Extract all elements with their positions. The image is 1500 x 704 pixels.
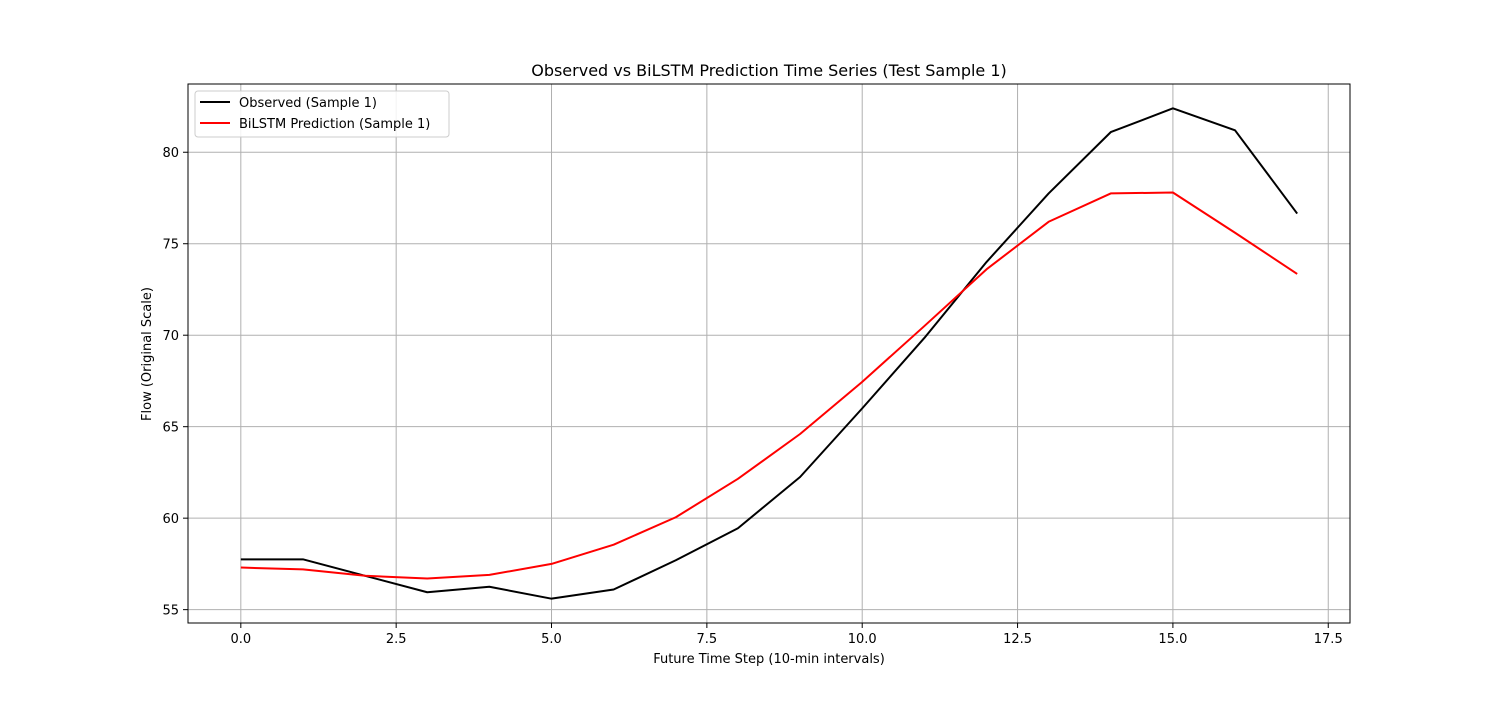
- y-tick-label: 80: [162, 146, 179, 161]
- legend-entries: Observed (Sample 1) BiLSTM Prediction (Sa…: [200, 96, 430, 132]
- y-tick-label: 65: [162, 421, 179, 436]
- plot-area-frame: [187, 83, 1351, 624]
- y-tick-label: 55: [162, 604, 179, 619]
- legend-label: BiLSTM Prediction (Sample 1): [239, 117, 430, 132]
- legend-label: Observed (Sample 1): [239, 96, 377, 111]
- legend-box: [194, 90, 450, 138]
- y-tick-label: 70: [162, 329, 179, 344]
- x-tick-label: 5.0: [541, 632, 562, 647]
- y-tick-label: 75: [162, 238, 179, 253]
- legend: Observed (Sample 1) BiLSTM Prediction (Sa…: [194, 90, 450, 138]
- series-line-observed: [240, 107, 1298, 600]
- x-tick-label: 15.0: [1158, 632, 1187, 647]
- x-tick-label: 0.0: [230, 632, 251, 647]
- x-tick-label: 17.5: [1314, 632, 1343, 647]
- series-line-bilstm-prediction: [240, 191, 1298, 580]
- x-tick-label: 10.0: [848, 632, 877, 647]
- x-axis-ticks: 0.0 2.5 5.0 7.5 10.0 12.5 15.0 17.5: [230, 623, 1343, 647]
- series-lines: [240, 107, 1298, 600]
- x-tick-label: 2.5: [386, 632, 407, 647]
- grid-lines: [188, 84, 1350, 623]
- chart-title: Observed vs BiLSTM Prediction Time Serie…: [531, 61, 1007, 80]
- x-tick-label: 12.5: [1003, 632, 1032, 647]
- y-axis-ticks: 55 60 65 70 75 80: [162, 146, 188, 619]
- y-tick-label: 60: [162, 512, 179, 527]
- y-axis-label: Flow (Original Scale): [140, 287, 155, 421]
- x-axis-label: Future Time Step (10-min intervals): [653, 652, 885, 667]
- x-tick-label: 7.5: [697, 632, 718, 647]
